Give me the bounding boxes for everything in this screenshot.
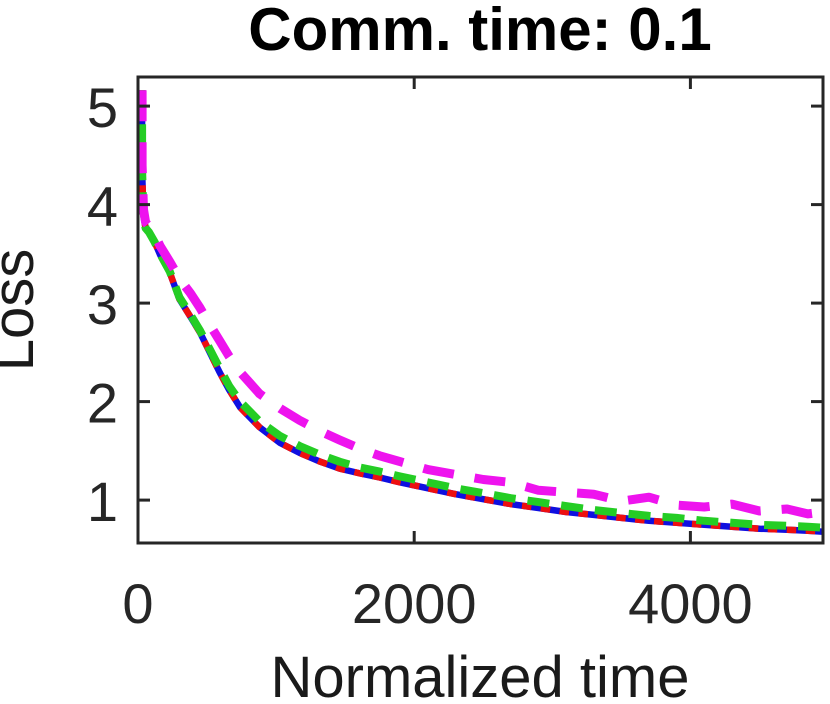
y-axis-label: Loss	[0, 249, 46, 372]
series-green-dashed	[139, 90, 822, 532]
plot-box	[136, 75, 825, 545]
y-tick-labels: 1 2 3 4 5	[87, 76, 118, 533]
series-magenta-dashed	[139, 90, 822, 519]
series-blue-solid	[139, 90, 822, 535]
y-tick-label: 1	[87, 470, 118, 533]
y-tick-label: 3	[87, 273, 118, 336]
y-tick-label: 2	[87, 372, 118, 435]
x-axis-label: Normalized time	[271, 645, 690, 704]
y-tick-label: 4	[87, 175, 118, 238]
series-lines	[139, 90, 822, 535]
axis-tick-marks	[136, 78, 822, 542]
series-red-dotted	[139, 90, 822, 535]
x-tick-label: 4000	[628, 572, 753, 635]
x-tick-label: 2000	[352, 572, 477, 635]
x-tick-label: 0	[122, 572, 153, 635]
chart-title: Comm. time: 0.1	[248, 0, 711, 63]
y-tick-label: 5	[87, 76, 118, 139]
x-tick-labels: 0 2000 4000	[122, 572, 752, 635]
